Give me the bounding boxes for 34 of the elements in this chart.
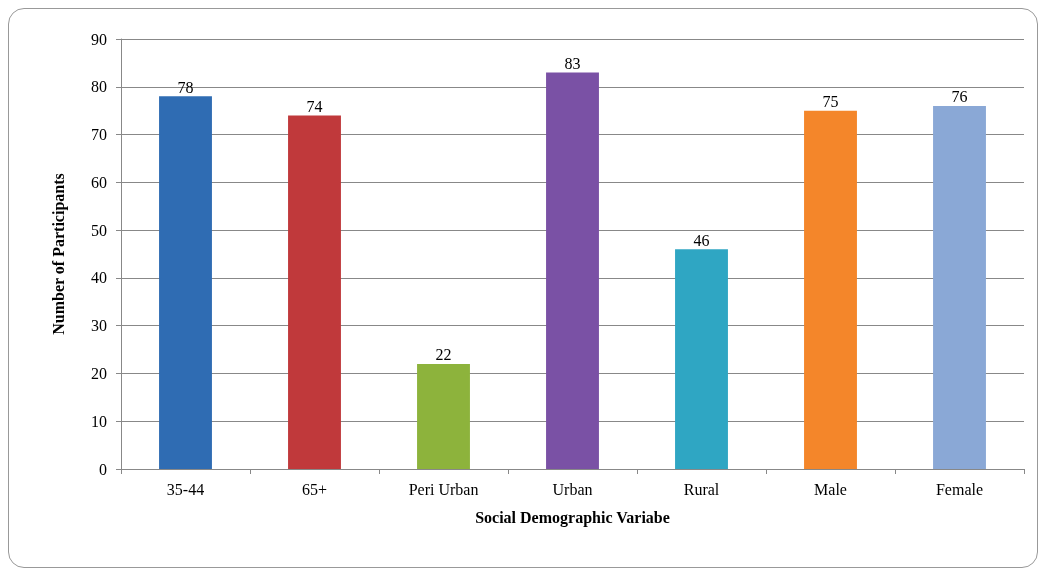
x-tick-label: 35-44 [166, 480, 205, 498]
data-label: 74 [306, 97, 323, 115]
x-tick-label: 65+ [301, 480, 328, 498]
bar [804, 110, 857, 469]
x-tick-label: Female [935, 480, 984, 498]
data-label: 75 [822, 93, 839, 111]
y-tick-label: 10 [91, 412, 107, 430]
chart-frame: Number of Participants Social Demographic Variabe 0 10 20 30 40 50 60 70 80 90 35-44 65+ Peri Urban Urban Rural Male Female 78 74 22 83 46 75 76 [8, 8, 1038, 568]
y-tick-label: 30 [91, 317, 107, 335]
bar [288, 115, 341, 469]
y-tick-label: 90 [91, 30, 107, 48]
y-tick-label: 70 [91, 126, 107, 144]
data-label: 83 [564, 54, 581, 72]
data-label: 22 [435, 346, 452, 364]
x-axis-title: Social Demographic Variabe [475, 508, 670, 527]
data-label: 76 [951, 88, 968, 106]
bar [675, 249, 728, 469]
bar [933, 105, 986, 469]
bar [546, 72, 599, 469]
y-tick-label: 0 [99, 460, 107, 478]
y-axis-title: Number of Participants [49, 173, 68, 335]
y-tick-label: 50 [91, 221, 107, 239]
data-label: 46 [693, 231, 710, 249]
bar [159, 96, 212, 469]
y-tick-label: 80 [91, 78, 107, 96]
y-tick-label: 60 [91, 173, 107, 191]
y-tick-label: 40 [91, 269, 107, 287]
x-tick-label: Rural [683, 480, 720, 498]
y-tick-label: 20 [91, 364, 107, 382]
data-label: 78 [177, 78, 194, 96]
bar [417, 363, 470, 469]
x-tick-label: Urban [552, 480, 593, 498]
x-tick-label: Peri Urban [408, 480, 479, 498]
x-tick-label: Male [814, 480, 847, 498]
